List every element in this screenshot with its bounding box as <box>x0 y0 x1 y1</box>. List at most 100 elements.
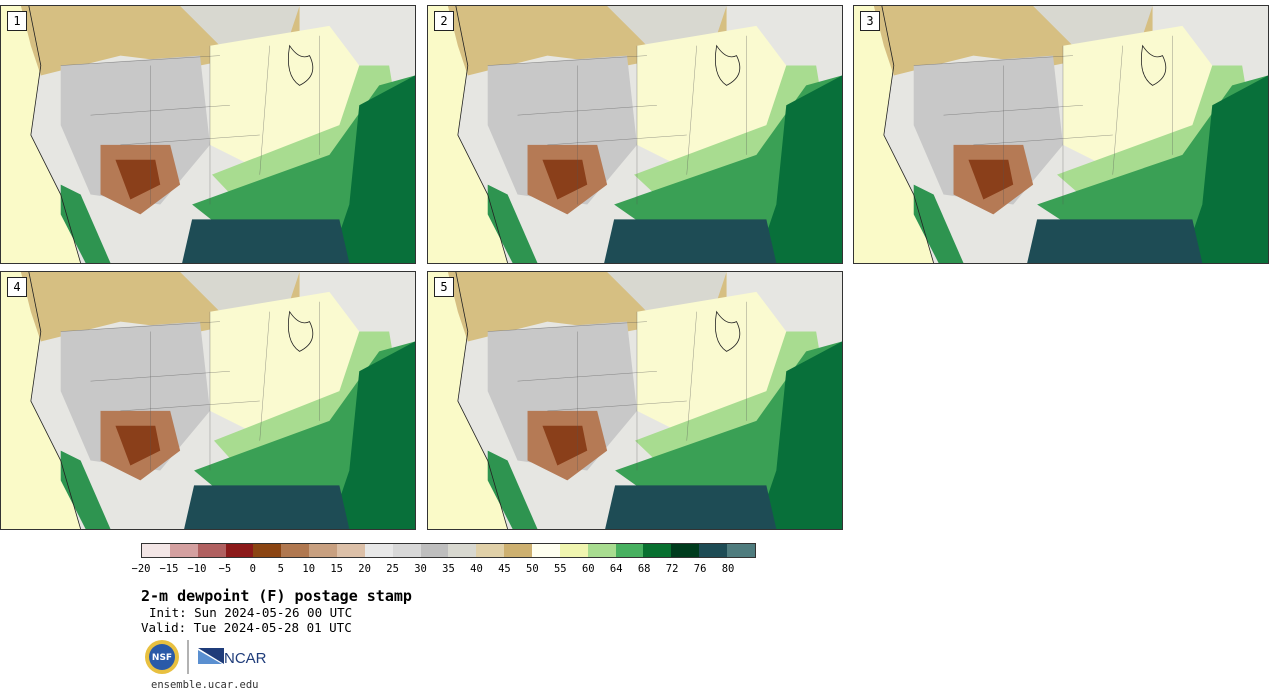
east-interior <box>636 25 787 165</box>
state-boundary <box>943 104 1083 116</box>
state-boundary <box>60 321 220 332</box>
colorbar-swatch <box>727 544 755 557</box>
state-boundary <box>259 311 270 441</box>
great-lakes-outline <box>287 44 314 86</box>
colorbar-tick-label: 55 <box>553 563 567 575</box>
atlantic-humid <box>329 75 415 263</box>
member-label: 5 <box>434 277 454 297</box>
colorbar-swatch <box>699 544 728 557</box>
stamp-panel-3: 3 <box>853 5 1269 264</box>
colorbar-tick-label: 45 <box>498 563 511 575</box>
stamp-panel-4: 4 <box>0 271 416 530</box>
atlantic-humid <box>329 341 415 529</box>
state-boundary <box>487 321 647 332</box>
great-lakes-outline <box>287 310 314 352</box>
colorbar-tick-label: 10 <box>302 563 316 575</box>
colorbar-tick-label: 64 <box>609 563 623 575</box>
state-boundary <box>547 134 687 146</box>
coastline <box>28 272 81 529</box>
canada-region <box>180 272 300 312</box>
colorbar-tick-label: 15 <box>330 563 343 575</box>
state-boundary <box>487 55 647 66</box>
state-boundary <box>913 55 1073 66</box>
pacific-region <box>854 6 934 263</box>
canada-region <box>607 6 727 46</box>
atlantic-humid <box>1182 75 1268 263</box>
member-label: 3 <box>860 11 880 31</box>
colorbar-swatch <box>337 544 365 557</box>
colorbar-tick-label: 30 <box>414 563 427 575</box>
gulf-region <box>605 485 777 529</box>
gulf-region <box>604 219 777 263</box>
gulf-region <box>184 485 350 529</box>
colorbar-tick-label: 76 <box>693 563 707 575</box>
state-boundary <box>90 370 230 382</box>
colorbar-tick-label: −5 <box>218 563 232 575</box>
baja-humid <box>487 184 538 263</box>
colorbar-ticks: −20 −15 −10 −5 0 5 10 15 20 25 30 35 40 45 50 55 60 64 68 7… <box>132 563 756 577</box>
colorbar-swatch <box>281 544 310 557</box>
colorbar-tick-label: 68 <box>637 563 651 575</box>
dewpoint-map <box>428 272 842 529</box>
southwest-very-dry <box>968 159 1014 200</box>
southwest-very-dry <box>542 159 588 200</box>
coastline <box>881 6 934 263</box>
figure-title: 2-m dewpoint (F) postage stamp <box>141 587 412 605</box>
colorbar-swatch <box>643 544 672 557</box>
state-boundary <box>259 45 270 175</box>
atlantic-humid <box>756 341 842 529</box>
ncar-logo: NCAR <box>198 648 267 667</box>
dewpoint-map <box>428 6 842 263</box>
ncar-logo-text: NCAR <box>224 650 267 667</box>
colorbar-tick-label: 25 <box>386 563 399 575</box>
dewpoint-map <box>854 6 1268 263</box>
colorbar-tick-label: 80 <box>721 563 735 575</box>
colorbar-swatch <box>532 544 560 557</box>
colorbar-swatch <box>559 544 588 557</box>
state-boundary <box>120 134 260 146</box>
logos: NSF NCAR <box>145 640 267 674</box>
colorbar-swatch <box>142 544 170 557</box>
colorbar-tick-label: 40 <box>470 563 483 575</box>
atlantic-humid <box>756 75 842 263</box>
southwest-very-dry <box>115 425 161 466</box>
state-boundary <box>90 104 230 116</box>
colorbar-tick-label: 0 <box>249 563 256 575</box>
coastline <box>28 6 81 263</box>
colorbar-swatch <box>392 544 421 557</box>
state-boundary <box>686 45 697 175</box>
east-interior <box>636 291 787 431</box>
state-boundary <box>517 104 657 116</box>
colorbar-swatch <box>448 544 477 557</box>
stamp-panel-1: 1 <box>0 5 416 264</box>
member-label: 2 <box>434 11 454 31</box>
colorbar-tick-label: 5 <box>277 563 284 575</box>
coastline <box>455 272 508 529</box>
colorbar-tick-label: 35 <box>442 563 455 575</box>
member-label: 4 <box>7 277 27 297</box>
east-interior <box>209 291 360 431</box>
state-boundary <box>547 400 687 412</box>
colorbar-swatch <box>504 544 533 557</box>
state-boundary <box>517 370 657 382</box>
colorbar-swatch <box>169 544 198 557</box>
dewpoint-map <box>1 6 415 263</box>
member-label: 1 <box>7 11 27 31</box>
nsf-logo-text: NSF <box>152 653 172 663</box>
southwest-very-dry <box>115 159 161 200</box>
baja-humid <box>487 450 538 529</box>
east-interior <box>1062 25 1213 165</box>
baja-humid <box>60 450 111 529</box>
colorbar-tick-label: 20 <box>358 563 371 575</box>
east-interior <box>209 25 360 165</box>
gulf-region <box>182 219 350 263</box>
init-time: Init: Sun 2024-05-26 00 UTC <box>149 605 353 620</box>
stamp-panel-2: 2 <box>427 5 843 264</box>
site-url[interactable]: ensemble.ucar.edu <box>151 679 259 691</box>
colorbar-swatch <box>253 544 282 557</box>
colorbar-swatch <box>671 544 700 557</box>
nsf-logo: NSF <box>145 640 179 674</box>
state-boundary <box>973 134 1113 146</box>
colorbar <box>141 543 756 558</box>
colorbar-swatch <box>476 544 505 557</box>
